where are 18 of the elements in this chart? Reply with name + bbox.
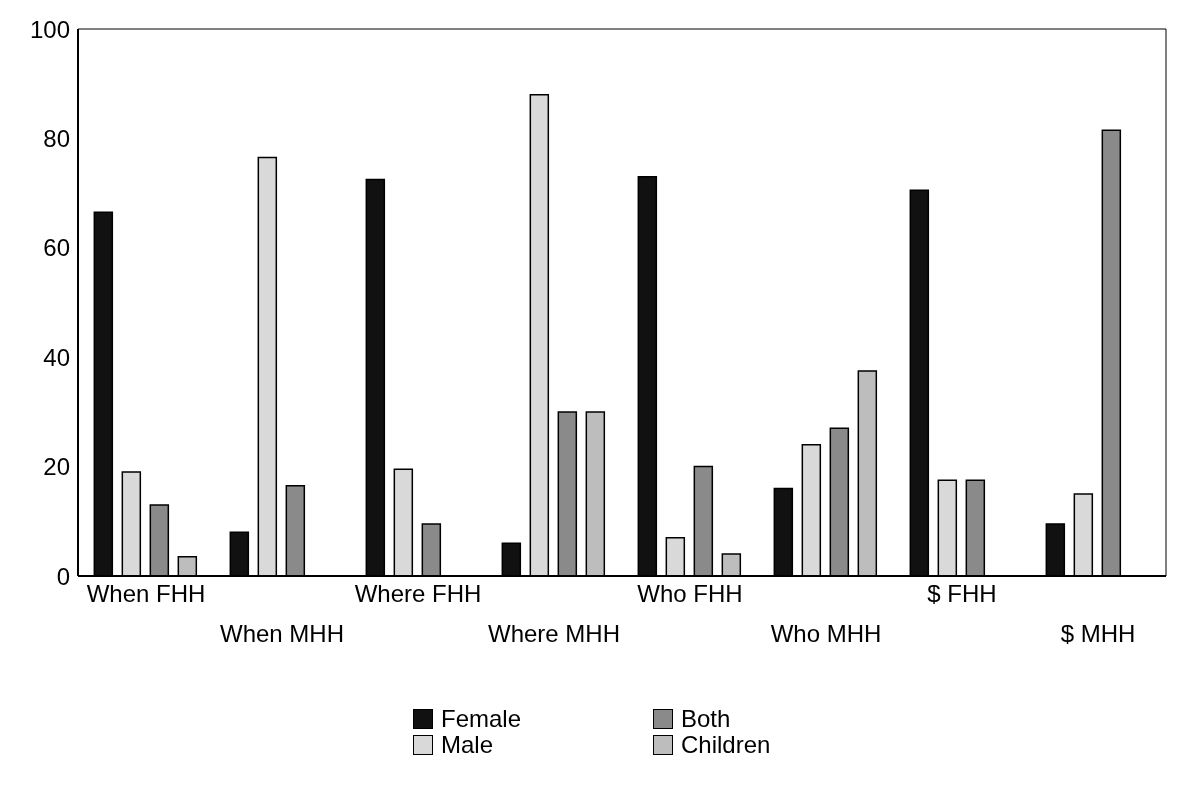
legend-label: Both	[681, 705, 731, 732]
x-tick-label: When MHH	[219, 620, 345, 647]
y-tick-label: 60	[43, 234, 70, 262]
x-tick-label: Who FHH	[637, 580, 743, 607]
x-tick-label: $ MHH	[1060, 620, 1136, 647]
legend-label: Children	[681, 731, 771, 758]
x-tick-label: When FHH	[86, 580, 206, 607]
x-tick-label: Where MHH	[487, 620, 621, 647]
legend-label: Female	[441, 705, 522, 732]
y-tick-label: 40	[43, 343, 70, 371]
y-tick-label: 100	[29, 15, 70, 43]
x-tick-label: $ FHH	[927, 580, 997, 607]
y-tick-label: 20	[43, 453, 70, 481]
y-tick-label: 0	[56, 562, 70, 590]
x-tick-label: Who MHH	[770, 620, 882, 647]
legend-label: Male	[441, 731, 494, 758]
x-tick-label: Where FHH	[354, 580, 482, 607]
y-tick-label: 80	[43, 124, 70, 152]
